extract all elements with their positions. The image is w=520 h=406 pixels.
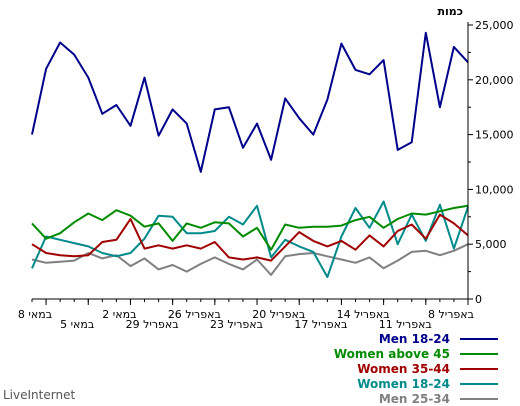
series-line bbox=[31, 243, 469, 276]
legend-item: Women above 45 bbox=[300, 346, 500, 361]
x-tick-label: 20 באפריל bbox=[252, 308, 305, 321]
series-line bbox=[31, 213, 469, 262]
series-lines bbox=[31, 31, 469, 279]
legend-label: Women above 45 bbox=[333, 346, 450, 361]
legend-swatch bbox=[460, 337, 498, 340]
y-axis-title: כמות bbox=[438, 5, 463, 18]
legend-item: Men 18-24 bbox=[300, 331, 500, 346]
x-tick-label: 8 במאי bbox=[18, 308, 52, 321]
axes bbox=[32, 22, 469, 300]
y-tick-label: 15,000 bbox=[475, 129, 514, 142]
y-axis-title-group: כמות bbox=[438, 5, 463, 18]
x-tick-label: 26 באפריל bbox=[168, 308, 221, 321]
x-tick-label: 17 באפריל bbox=[294, 318, 347, 331]
y-tick-label: 5,000 bbox=[475, 238, 507, 251]
y-tick-label: 25,000 bbox=[475, 19, 514, 32]
legend-label: Men 18-24 bbox=[378, 331, 450, 346]
legend-label: Women 35-44 bbox=[357, 361, 450, 376]
legend-item: Women 18-24 bbox=[300, 376, 500, 391]
legend-swatch bbox=[460, 367, 498, 370]
x-tick-label: 14 באפריל bbox=[337, 308, 390, 321]
legend-label: Men 25-34 bbox=[378, 391, 450, 406]
y-tick-label: 0 bbox=[475, 293, 482, 306]
legend: Men 18-24 Women above 45 Women 35-44 Women … bbox=[300, 331, 500, 406]
brand-label: LiveInternet bbox=[3, 388, 76, 402]
y-axis-ticks: 0 5,000 10,000 15,000 20,000 25,000 bbox=[468, 19, 514, 306]
series-line bbox=[31, 200, 469, 279]
legend-swatch bbox=[460, 382, 498, 385]
legend-swatch bbox=[460, 397, 498, 400]
x-tick-label: 11 באפריל bbox=[379, 318, 432, 331]
legend-swatch bbox=[460, 352, 498, 355]
series-line bbox=[31, 31, 469, 173]
legend-item: Men 25-34 bbox=[300, 391, 500, 406]
legend-item: Women 35-44 bbox=[300, 361, 500, 376]
y-tick-label: 20,000 bbox=[475, 74, 514, 87]
x-tick-label: 8 באפריל bbox=[428, 308, 474, 321]
x-tick-label: 5 במאי bbox=[60, 318, 94, 331]
y-tick-label: 10,000 bbox=[475, 183, 514, 196]
series-line bbox=[31, 204, 469, 251]
legend-label: Women 18-24 bbox=[357, 376, 450, 391]
x-tick-label: 23 באפריל bbox=[210, 318, 263, 331]
x-tick-label: 29 באפריל bbox=[126, 318, 179, 331]
x-tick-label: 2 במאי bbox=[102, 308, 136, 321]
